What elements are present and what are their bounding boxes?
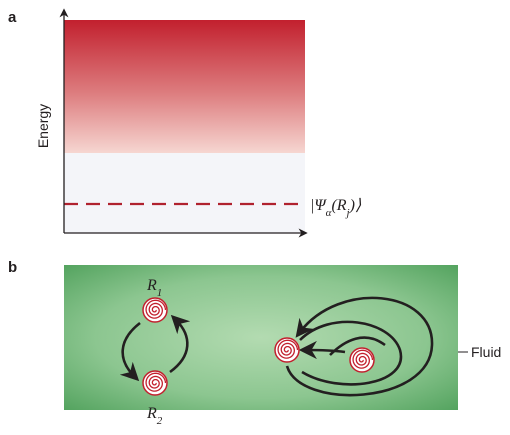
vortex-spiral [352, 349, 374, 369]
label-part: |Ψ [310, 197, 327, 214]
label-part: (R [331, 197, 346, 214]
panel-label: b [8, 259, 17, 276]
state-label: |Ψα(Rj)⟩ [310, 197, 362, 219]
label-letter: R [146, 277, 157, 294]
label-part: )⟩ [349, 197, 362, 214]
fluid-region [64, 265, 458, 410]
subscript: α [326, 207, 332, 219]
y-axis-label: Energy [35, 104, 51, 148]
vortex-spiral [277, 339, 299, 359]
panel-label: a [8, 9, 17, 26]
fluid-label: Fluid [471, 344, 501, 360]
gap [64, 153, 305, 233]
subscript: 1 [157, 287, 163, 299]
vortex-label: R1 [146, 277, 162, 299]
subscript: 2 [157, 415, 163, 427]
label-letter: R [146, 405, 157, 422]
vortex-label: R2 [146, 405, 163, 427]
subscript: j [345, 207, 350, 219]
continuum [64, 20, 305, 153]
vortex-spiral [145, 372, 167, 392]
flow-arrows [119, 296, 434, 397]
vortex-spiral [145, 299, 167, 319]
